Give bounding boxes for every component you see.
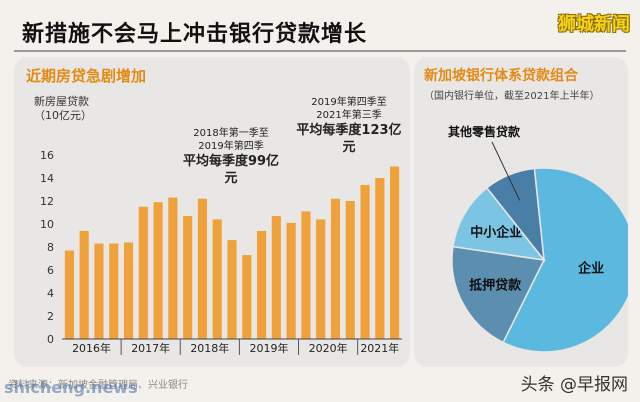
bar-2	[94, 243, 104, 339]
bar-21	[375, 178, 385, 339]
bar-11	[227, 240, 237, 339]
brand-logo: 狮城新闻	[558, 14, 630, 35]
bar-22	[390, 166, 400, 339]
pie-slice-2	[452, 186, 546, 262]
year-label-0: 2016年	[72, 341, 111, 355]
annotation-2019-2021: 2019年第四季至 2021年第三季 平均每季度123亿元	[290, 96, 408, 156]
annotation-2018-average: 平均每季度99亿元	[182, 154, 280, 186]
annotation-2019-average: 平均每季度123亿元	[296, 123, 402, 155]
bar-4	[123, 242, 134, 339]
annotation-2018-line2: 2019年第四季	[198, 141, 264, 152]
pie-slice-3	[485, 167, 546, 263]
y-axis-label-line2: （10亿元）	[34, 109, 92, 122]
pie-slice-0	[502, 167, 628, 353]
y-tick-label-6: 12	[40, 195, 54, 208]
bar-19	[345, 201, 355, 339]
page-title: 新措施不会马上冲击银行贷款增长	[22, 22, 368, 47]
media-credit: 头条 @早报网	[520, 375, 628, 395]
bar-8	[183, 215, 193, 339]
pie-label-2: 中小企业	[470, 224, 522, 240]
pie-label-3: 其他零售贷款	[448, 124, 521, 139]
pie-slice-1	[451, 245, 546, 344]
y-tick-label-5: 10	[40, 218, 54, 231]
y-tick-label-7: 14	[40, 172, 54, 185]
bar-17	[316, 219, 326, 339]
y-tick-label-2: 4	[47, 287, 54, 300]
year-label-4: 2020年	[309, 341, 348, 355]
bar-0	[64, 250, 74, 339]
pie-label-0: 企业	[577, 260, 604, 276]
year-label-1: 2017年	[131, 341, 170, 355]
annotation-2019-line2: 2021年第三季	[316, 110, 382, 121]
year-label-3: 2019年	[249, 341, 288, 355]
year-label-5: 2021年	[360, 341, 399, 355]
site-watermark: shicheng.news	[4, 378, 138, 397]
pie-leader-line	[491, 141, 521, 201]
bar-3	[109, 243, 119, 339]
bar-7	[168, 197, 178, 339]
bar-12	[242, 255, 252, 339]
bar-14	[271, 215, 281, 339]
bar-15	[286, 222, 296, 339]
bar-1	[79, 230, 89, 339]
bar-16	[301, 211, 311, 339]
bar-chart-panel: 近期房贷急剧增加 新房屋贷款 （10亿元） 0 2 4 6 8 10 12 14 16 2016年…	[14, 57, 410, 367]
bar-chart: 0 2 4 6 8 10 12 14 16 2016年 2017年 2018年 2019年 2020年 20…	[40, 149, 402, 355]
y-axis-label: 新房屋贷款 （10亿元）	[34, 95, 92, 123]
y-tick-label-8: 16	[40, 149, 54, 162]
y-tick-label-1: 2	[47, 310, 54, 323]
title-divider	[14, 50, 626, 52]
bar-20	[360, 184, 370, 339]
bar-chart-title: 近期房贷急剧增加	[26, 67, 147, 85]
bar-9	[197, 198, 208, 339]
pie-chart-panel: 新加坡银行体系贷款组合 （国内银行单位，截至2021年上半年） 企业抵押贷款 中小…	[414, 57, 628, 367]
pie-chart-title: 新加坡银行体系贷款组合	[424, 68, 578, 84]
annotation-2018-line1: 2018年第一季至	[193, 128, 269, 139]
y-tick-label-0: 0	[47, 333, 54, 346]
bar-13	[256, 230, 267, 339]
source-note: 资料来源：新加坡金融管理局、兴业银行	[8, 380, 188, 391]
pie-label-1: 抵押贷款	[469, 278, 522, 294]
annotation-2019-line1: 2019年第四季至	[311, 97, 387, 108]
bar-5	[138, 206, 148, 339]
y-tick-label-4: 8	[47, 241, 54, 254]
bar-10	[212, 219, 222, 339]
bar-18	[330, 198, 341, 339]
y-axis-label-line1: 新房屋贷款	[34, 95, 89, 108]
bar-6	[153, 202, 163, 339]
y-tick-label-3: 6	[47, 264, 54, 277]
annotation-2018-2019: 2018年第一季至 2019年第四季 平均每季度99亿元	[178, 127, 284, 187]
pie-chart-subtitle: （国内银行单位，截至2021年上半年）	[424, 91, 600, 102]
year-label-2: 2018年	[190, 341, 229, 355]
